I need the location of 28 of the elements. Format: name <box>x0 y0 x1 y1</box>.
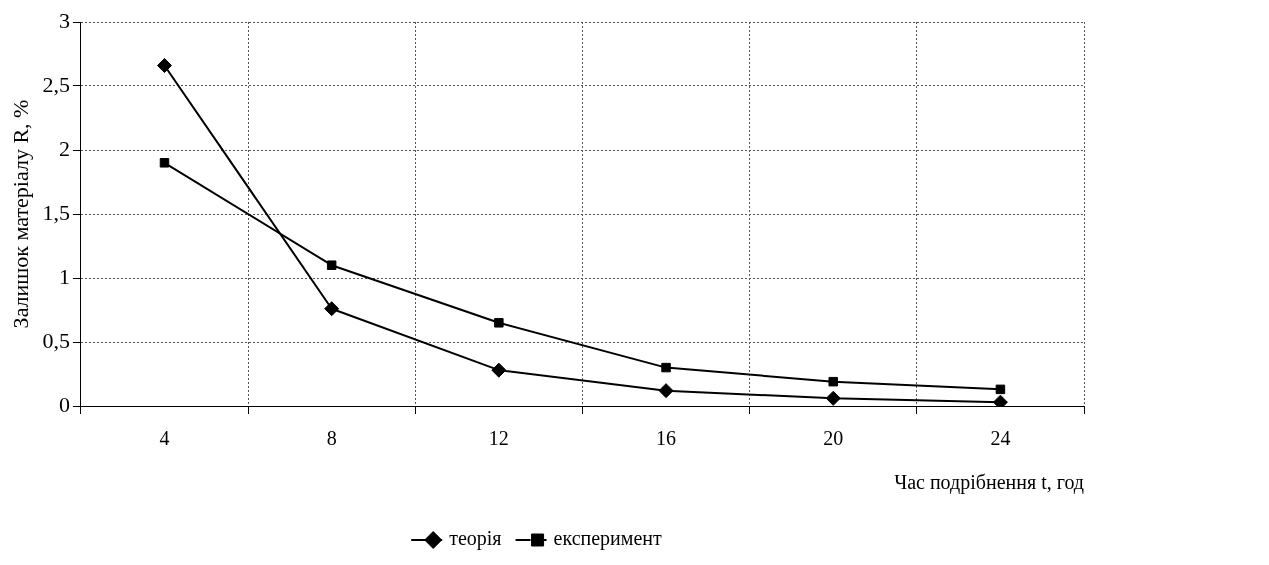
x-tick-label: 4 <box>159 427 170 450</box>
point <box>156 58 172 74</box>
x-tick-label: 24 <box>990 427 1011 450</box>
x-axis-title: Час подрібнення t, год <box>894 471 1084 495</box>
x-tick-label: 20 <box>823 427 844 450</box>
y-axis-title: Залишок матеріалу R, % <box>7 99 33 329</box>
point <box>326 260 337 270</box>
y-tick-label: 2 <box>58 135 70 161</box>
legend-label: експеримент <box>553 527 663 551</box>
y-tick-label: 0 <box>58 391 70 417</box>
point <box>995 384 1006 395</box>
y-tick-label: 2,5 <box>42 71 70 97</box>
point <box>324 301 340 317</box>
point <box>159 158 170 168</box>
y-tick-label: 0,5 <box>42 327 70 353</box>
x-tick-label: 12 <box>488 427 509 450</box>
x-tick-label: 16 <box>656 427 677 450</box>
point <box>828 376 838 387</box>
point <box>658 383 674 399</box>
point <box>825 390 841 406</box>
y-tick-label: 1 <box>58 263 70 289</box>
point <box>494 318 504 328</box>
x-tick-label: 8 <box>326 427 337 450</box>
y-tick-label: 1,5 <box>42 199 70 225</box>
legend-label: теорія <box>449 527 502 551</box>
y-tick-label: 3 <box>58 7 70 33</box>
point <box>491 362 507 378</box>
point <box>661 362 671 373</box>
